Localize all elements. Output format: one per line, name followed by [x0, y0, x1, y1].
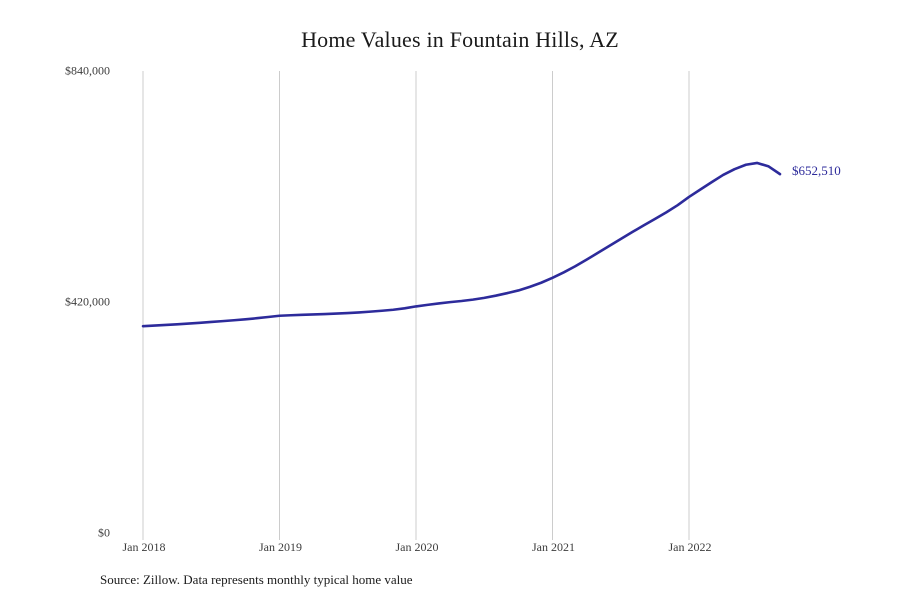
y-tick-420000: $420,000	[65, 294, 110, 309]
x-tick-jan-2020: Jan 2020	[395, 540, 439, 554]
y-tick-0: $0	[98, 525, 110, 540]
x-tick-jan-2021: Jan 2021	[532, 540, 575, 554]
latest-value-label: $652,510	[792, 163, 841, 179]
x-tick-jan-2019: Jan 2019	[259, 540, 302, 554]
chart-title: Home Values in Fountain Hills, AZ	[301, 27, 619, 52]
y-tick-840000: $840,000	[65, 63, 110, 78]
x-tick-jan-2018: Jan 2018	[122, 540, 166, 554]
source-note: Source: Zillow. Data represents monthly …	[100, 572, 413, 587]
home-value-line	[141, 161, 782, 328]
x-tick-jan-2022: Jan 2022	[668, 540, 712, 554]
